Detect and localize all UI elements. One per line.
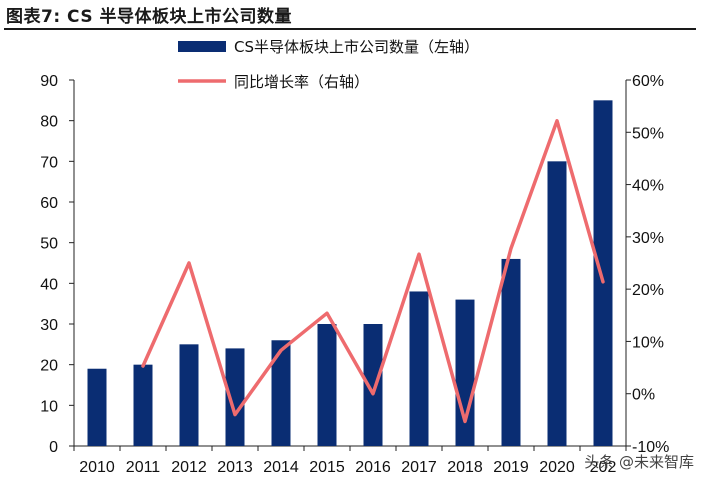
legend-bar-label: CS半导体板块上市公司数量（左轴） — [234, 38, 479, 56]
figure-title: 图表7: CS 半导体板块上市公司数量 — [6, 7, 292, 27]
bar — [87, 368, 107, 446]
right-tick-label: 0% — [632, 387, 655, 404]
x-tick-label: 2015 — [309, 459, 345, 476]
x-tick-label: 2020 — [539, 459, 575, 476]
left-tick-label: 80 — [40, 114, 58, 131]
left-tick-label: 90 — [40, 73, 58, 90]
bar — [593, 100, 613, 446]
legend-line-label: 同比增长率（右轴） — [234, 73, 369, 91]
bar — [317, 324, 337, 446]
bar — [409, 291, 429, 446]
x-tick-label: 2012 — [171, 459, 207, 476]
x-tick-label: 202 — [590, 459, 617, 476]
title-rule — [4, 28, 696, 30]
right-tick-label: -10% — [632, 439, 669, 456]
growth-line — [141, 119, 605, 424]
left-tick-label: 0 — [49, 439, 58, 456]
legend-bar-swatch — [178, 41, 226, 52]
right-tick-label: 50% — [632, 125, 664, 142]
bar — [501, 258, 521, 446]
right-tick-label: 10% — [632, 334, 664, 351]
bar — [455, 299, 475, 446]
left-tick-label: 60 — [40, 195, 58, 212]
x-tick-label: 2016 — [355, 459, 391, 476]
left-tick-label: 20 — [40, 358, 58, 375]
x-tick-label: 2018 — [447, 459, 483, 476]
bar — [363, 324, 383, 446]
plot-area: 0 10 20 30 40 50 60 70 80 90 -10% 0% 10% 20% 30% 40% 50%… — [40, 73, 669, 476]
x-tick-label: 2013 — [217, 459, 253, 476]
x-tick-label: 2011 — [126, 459, 161, 476]
right-tick-label: 60% — [632, 73, 664, 90]
left-tick-label: 40 — [40, 276, 58, 293]
left-tick-label: 70 — [40, 154, 58, 171]
left-tick-label: 10 — [40, 398, 58, 415]
bar — [225, 348, 245, 446]
right-tick-label: 40% — [632, 178, 664, 195]
bar — [271, 340, 291, 446]
bar — [547, 161, 567, 447]
x-tick-label: 2019 — [493, 459, 529, 476]
x-tick-label: 2014 — [263, 459, 299, 476]
watermark: 头条 @未来智库 — [584, 453, 694, 471]
x-tick-label: 2010 — [79, 459, 115, 476]
bar — [133, 364, 153, 446]
left-tick-label: 50 — [40, 236, 58, 253]
left-tick-label: 30 — [40, 317, 58, 334]
right-tick-label: 30% — [632, 230, 664, 247]
x-tick-label: 2017 — [401, 459, 437, 476]
bar — [179, 344, 199, 446]
right-tick-label: 20% — [632, 282, 664, 299]
legend: CS半导体板块上市公司数量（左轴） 同比增长率（右轴） — [178, 38, 479, 91]
